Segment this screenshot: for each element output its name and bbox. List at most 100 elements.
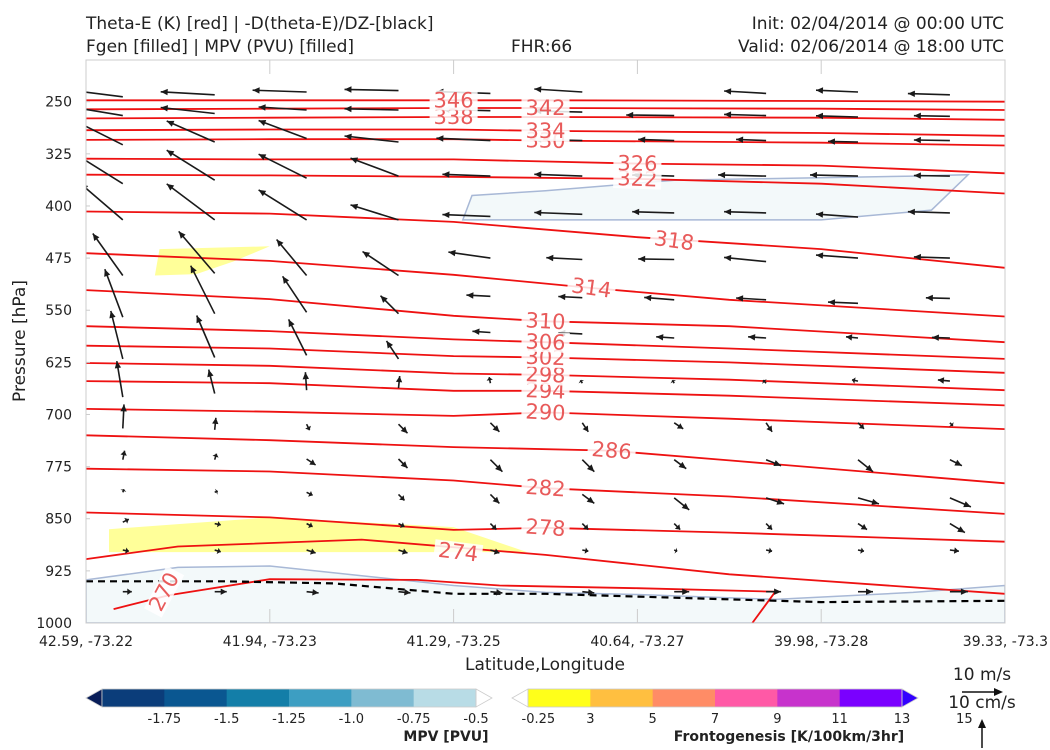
wind-vector-head: [638, 136, 646, 143]
contour-label-bg: [521, 120, 570, 141]
wind-vector: [442, 211, 491, 218]
wind-vector: [582, 589, 595, 596]
wind-vector: [120, 404, 127, 429]
wind-vector-head: [768, 547, 773, 554]
wind-vector-head: [395, 376, 403, 383]
x-axis-ticks: 42.59, -73.22 41.94, -73.23 41.29, -73.25 4…: [39, 634, 1048, 650]
contour-label-334: 334: [525, 119, 565, 143]
wind-vector: [305, 423, 311, 431]
wind-vector-head: [75, 154, 83, 160]
colorbar-tick-label: -1.0: [339, 712, 364, 727]
wind-vector-head: [534, 86, 542, 93]
wind-vector-shaft: [86, 159, 124, 185]
wind-vector-head: [907, 90, 915, 97]
wind-vector-shaft: [534, 173, 583, 177]
wind-vector-head: [736, 136, 744, 143]
contour-label-bg: [429, 106, 478, 127]
contour-label-318: 318: [653, 226, 696, 255]
wind-vector: [673, 497, 690, 511]
wind-vector-head: [816, 112, 823, 120]
contour-label-338: 338: [434, 105, 474, 129]
x-tick-label: 39.33, -73.3: [963, 634, 1048, 650]
wind-vector-shaft: [166, 183, 216, 221]
colorbar-tick-label: 5: [649, 712, 657, 727]
contour-label-346: 346: [434, 88, 474, 112]
wind-vector-head: [860, 547, 864, 554]
wind-vector: [765, 458, 782, 467]
wind-vector-head: [907, 208, 915, 216]
wind-vector: [851, 377, 859, 384]
wind-vector-head: [954, 459, 962, 466]
wind-vector-head: [578, 380, 585, 384]
wind-vector: [949, 497, 972, 508]
wind-vector: [632, 208, 675, 216]
wind-vector-shaft: [448, 251, 491, 259]
wind-vector-head: [816, 252, 824, 259]
wind-vector: [673, 547, 678, 554]
wind-vector-head: [212, 453, 219, 458]
wind-vector: [466, 292, 491, 299]
wind-vector-head: [584, 547, 589, 554]
wind-vector: [344, 133, 399, 143]
wind-vector: [638, 255, 675, 263]
wind-vector: [166, 149, 216, 181]
x-tick-label: 42.59, -73.22: [39, 634, 133, 650]
wind-vector: [937, 377, 950, 384]
colorbar-segment: [528, 689, 591, 707]
theta-e-contour-330: [86, 138, 1005, 147]
wind-vector: [724, 88, 767, 95]
wind-vector: [385, 340, 400, 360]
wind-vector: [104, 268, 124, 318]
colorbar-segment: [839, 689, 903, 707]
wind-vector-head: [215, 488, 218, 495]
wind-vector-shaft: [178, 230, 216, 274]
wind-vector-shaft: [166, 120, 216, 143]
wind-vector: [448, 249, 491, 259]
wind-vector-shaft: [189, 265, 216, 315]
wind-vector-head: [766, 524, 773, 530]
contour-label-278: 278: [525, 514, 567, 541]
wind-vector: [644, 294, 675, 302]
wind-vector-head: [190, 265, 197, 274]
wind-vector-shaft: [281, 275, 308, 313]
wind-vector-shaft: [815, 89, 859, 93]
wind-vector-shaft: [534, 211, 583, 216]
wind-vector: [827, 138, 859, 145]
wind-vector-head: [75, 89, 82, 95]
wind-vector-head: [495, 464, 503, 472]
wind-vector-head: [724, 254, 732, 262]
wind-vector-head: [816, 87, 824, 94]
wind-vector-head: [776, 498, 785, 505]
colorbar-segment: [102, 689, 165, 707]
wind-vector-shaft: [724, 90, 767, 95]
wind-vector: [762, 379, 767, 384]
wind-vector: [75, 89, 123, 98]
wind-vector: [913, 136, 950, 144]
wind-vector: [724, 254, 767, 263]
wind-vector-head: [92, 233, 100, 241]
wind-vector-head: [350, 157, 359, 164]
wind-vector: [214, 547, 221, 554]
wind-vector-head: [350, 203, 359, 210]
wind-vector-head: [258, 120, 267, 126]
wind-vector: [949, 458, 963, 467]
colorbar-tick-label: 7: [711, 712, 719, 727]
wind-vector: [766, 588, 782, 595]
wind-vector-head: [866, 588, 873, 595]
wind-vector-head: [302, 372, 309, 380]
wind-vector: [925, 294, 950, 302]
wind-vector-head: [534, 171, 542, 178]
wind-vector: [913, 112, 950, 119]
wind-vector-head: [276, 239, 284, 247]
wind-vector: [815, 112, 859, 120]
contour-label-bg: [613, 153, 662, 174]
wind-vector-shaft: [442, 173, 491, 177]
theta-e-contour-298: [86, 362, 1005, 392]
contour-label-306: 306: [525, 330, 566, 355]
theta-e-contour-302: [86, 344, 1005, 374]
wind-vector-head: [114, 361, 122, 369]
vector-key: 10 m/s 10 cm/s: [948, 665, 1016, 748]
wind-vector-head: [492, 496, 500, 504]
colorbar-tick-label: 9: [773, 712, 781, 727]
